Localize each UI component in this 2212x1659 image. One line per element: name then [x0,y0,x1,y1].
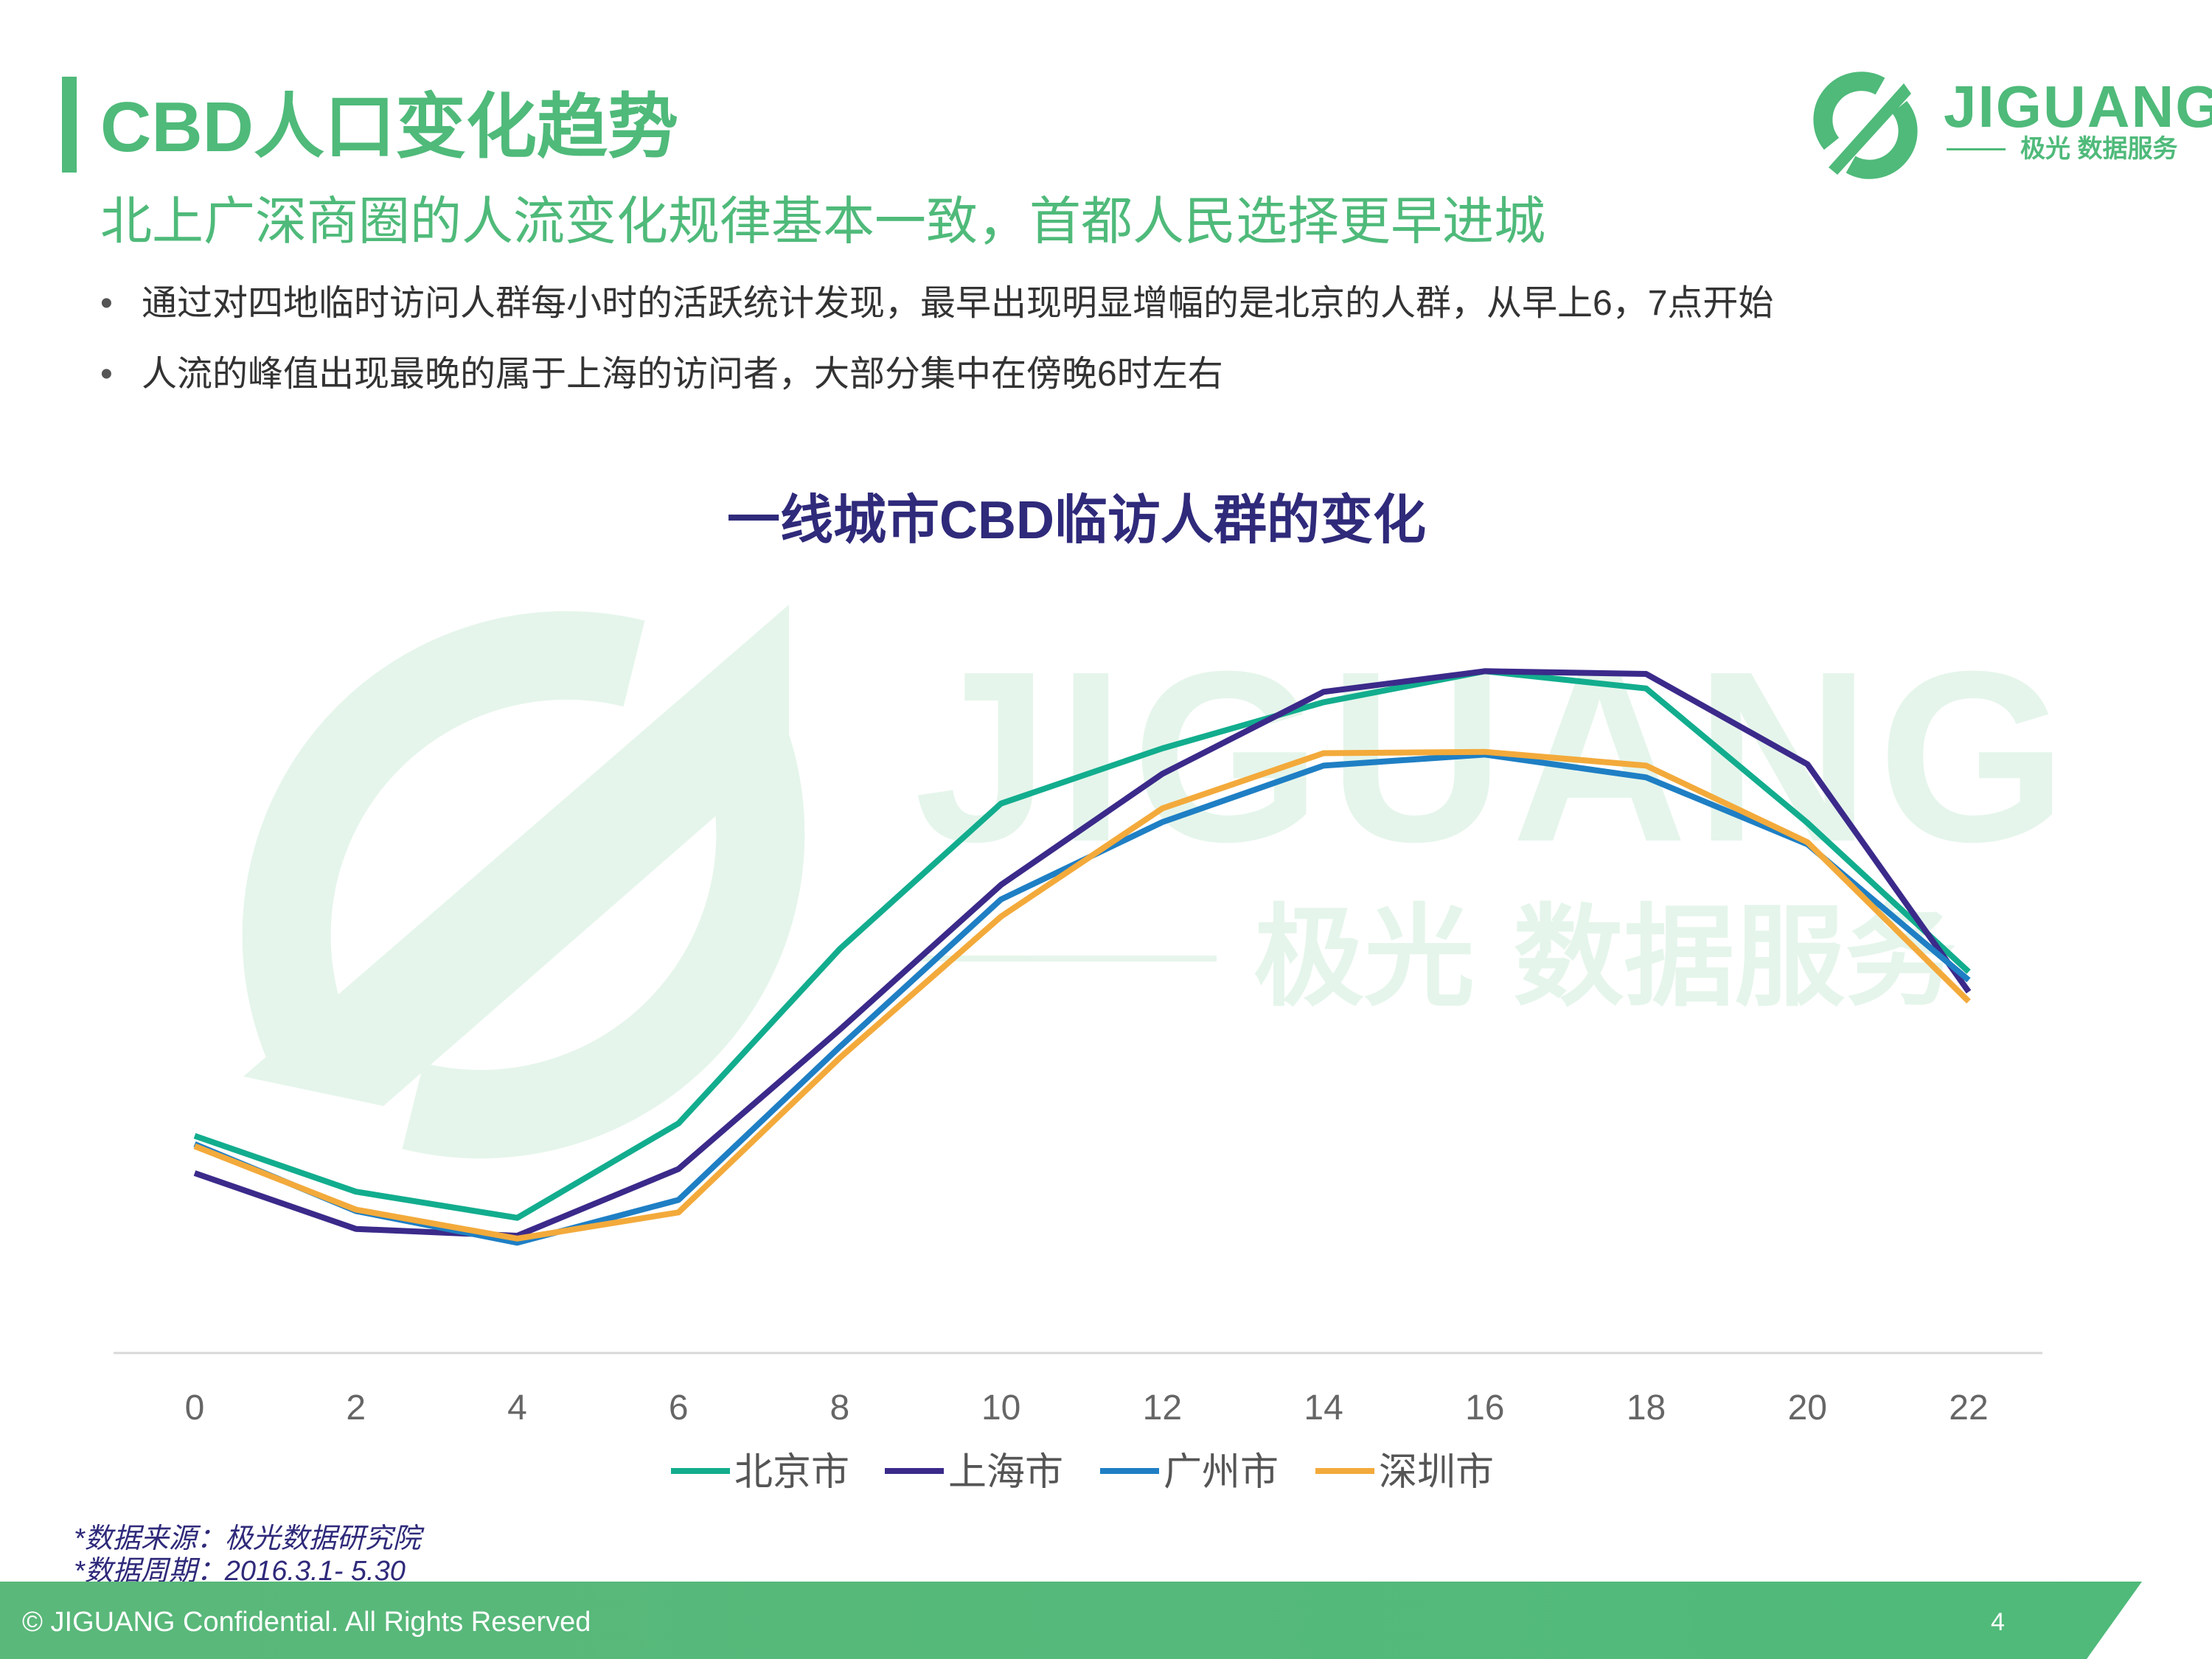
series-layer [193,668,1972,1246]
chart-title: 一线城市CBD临访人群的变化 [727,491,1426,550]
series-line-3 [193,748,1971,1242]
legend-label: 广州市 [1164,1450,1279,1495]
legend-label: 上海市 [948,1450,1063,1495]
x-tick-label: 22 [1949,1388,1988,1427]
legend-label: 北京市 [734,1450,849,1495]
bullet-item: • 人流的峰值出现最晚的属于上海的访问者，大部分集中在傍晚6时左右 [100,351,1773,398]
page-number: 4 [1991,1608,2005,1636]
source-line: *数据来源：极光数据研究院 [74,1523,421,1554]
x-tick-label: 12 [1143,1388,1182,1427]
bullet-text: 人流的峰值出现最晚的属于上海的访问者，大部分集中在傍晚6时左右 [142,355,1223,394]
x-tick-label: 4 [507,1388,527,1427]
x-tick-label: 2 [346,1388,366,1427]
logo-divider [1947,148,2006,150]
legend-item: 北京市 [671,1450,849,1495]
x-tick-labels: 0 2 4 6 8 10 12 14 16 18 20 22 [185,1388,1989,1427]
logo-subtitle: 极光 数据服务 [2020,135,2178,163]
x-tick-label: 8 [830,1388,850,1427]
x-tick-label: 16 [1465,1388,1504,1427]
page-title: CBD人口变化趋势 [100,88,678,167]
watermark: JIGUANG 极光 数据服务 [242,605,2067,1159]
legend: 北京市 上海市 广州市 深圳市 [671,1450,1494,1495]
bullet-text: 通过对四地临时访问人群每小时的活跃统计发现，最早出现明显增幅的是北京的人群，从早… [142,284,1774,323]
legend-label: 深圳市 [1379,1450,1494,1495]
series-line-0 [193,668,1971,1221]
bullet-marker: • [100,284,113,323]
logo-wordmark: JIGUANG [1944,74,2212,139]
bullet-marker: • [100,355,113,394]
x-tick-label: 10 [981,1388,1020,1427]
bullet-item: • 通过对四地临时访问人群每小时的活跃统计发现，最早出现明显增幅的是北京的人群，… [100,280,1773,327]
legend-item: 深圳市 [1315,1450,1494,1495]
x-tick-label: 18 [1627,1388,1666,1427]
page-subtitle: 北上广深商圈的人流变化规律基本一致，首都人民选择更早进城 [100,192,1545,250]
footer-copyright: © JIGUANG Confidential. All Rights Reser… [22,1607,591,1638]
line-chart: JIGUANG 极光 数据服务 一线城市CBD临访人群的变化 0 2 4 6 8 10 12… [114,491,2067,1495]
legend-item: 上海市 [885,1450,1063,1495]
footer-band [0,1582,2142,1659]
x-tick-label: 0 [185,1388,205,1427]
bullet-list: • 通过对四地临时访问人群每小时的活跃统计发现，最早出现明显增幅的是北京的人群，… [100,280,1773,422]
x-tick-label: 20 [1788,1388,1827,1427]
x-tick-label: 14 [1304,1388,1343,1427]
data-source-note: *数据来源：极光数据研究院 *数据周期：2016.3.1- 5.30 [74,1523,421,1587]
title-accent-bar [62,77,77,173]
x-tick-label: 6 [669,1388,689,1427]
watermark-subtitle: 极光 数据服务 [1253,894,1955,1022]
legend-item: 广州市 [1100,1450,1279,1495]
jiguang-logo-icon [1813,72,1918,179]
